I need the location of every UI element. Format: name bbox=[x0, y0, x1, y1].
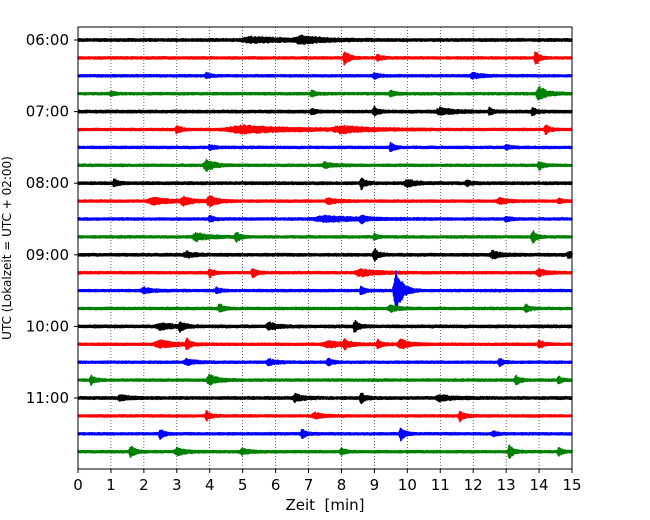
x-tick-label: 4 bbox=[205, 476, 215, 494]
trace-0845 bbox=[77, 230, 573, 244]
trace-1145 bbox=[77, 444, 573, 460]
trace-1045 bbox=[77, 373, 573, 386]
trace-1015 bbox=[77, 337, 573, 351]
y-tick-label: 07:00 bbox=[26, 103, 69, 121]
trace-0745 bbox=[77, 159, 573, 172]
x-tick-label: 1 bbox=[106, 476, 116, 494]
x-tick-label: 6 bbox=[271, 476, 281, 494]
x-tick-label: 7 bbox=[304, 476, 314, 494]
trace-0945 bbox=[77, 303, 573, 313]
trace-1000 bbox=[77, 319, 573, 333]
trace-0700 bbox=[77, 105, 573, 117]
trace-0645 bbox=[77, 85, 573, 101]
trace-0730 bbox=[77, 141, 573, 153]
x-tick-label: 12 bbox=[464, 476, 483, 494]
x-tick-label: 10 bbox=[398, 476, 417, 494]
trace-0630 bbox=[77, 71, 573, 80]
trace-0615 bbox=[77, 51, 573, 66]
trace-0915 bbox=[77, 268, 573, 279]
x-tick-label: 5 bbox=[238, 476, 248, 494]
x-tick-label: 14 bbox=[530, 476, 549, 494]
x-tick-label: 8 bbox=[337, 476, 347, 494]
y-axis: 06:00 07:00 08:00 09:00 10:00 11:00 bbox=[26, 31, 78, 407]
x-tick-label: 0 bbox=[73, 476, 83, 494]
trace-1130 bbox=[77, 427, 573, 442]
y-tick-label: 09:00 bbox=[26, 246, 69, 264]
trace-0830 bbox=[77, 214, 573, 225]
trace-0715 bbox=[77, 124, 573, 136]
trace-1030 bbox=[77, 357, 573, 368]
y-tick-label: 08:00 bbox=[26, 174, 69, 192]
y-tick-label: 06:00 bbox=[26, 31, 69, 49]
y-axis-label: UTC (Lokalzeit = UTC + 02:00) bbox=[0, 156, 14, 340]
trace-1100 bbox=[77, 392, 573, 405]
x-axis-label: Zeit [min] bbox=[285, 496, 364, 514]
trace-0900 bbox=[77, 248, 573, 262]
x-tick-label: 3 bbox=[172, 476, 182, 494]
x-tick-label: 9 bbox=[370, 476, 380, 494]
x-tick-label: 15 bbox=[562, 476, 581, 494]
trace-1115 bbox=[77, 409, 573, 423]
x-tick-label: 13 bbox=[497, 476, 516, 494]
trace-0930 bbox=[77, 270, 573, 311]
plot-frame bbox=[77, 26, 573, 470]
x-tick-label: 11 bbox=[431, 476, 450, 494]
trace-0600 bbox=[77, 34, 573, 45]
trace-0815 bbox=[77, 195, 573, 208]
trace-0800 bbox=[77, 177, 573, 191]
x-tick-label: 2 bbox=[139, 476, 149, 494]
traces-group bbox=[77, 34, 573, 460]
y-tick-label: 10:00 bbox=[26, 317, 69, 335]
x-axis: 0 1 2 3 4 5 6 7 8 9 10 11 12 13 14 15 bbox=[73, 469, 582, 494]
y-tick-label: 11:00 bbox=[26, 389, 69, 407]
